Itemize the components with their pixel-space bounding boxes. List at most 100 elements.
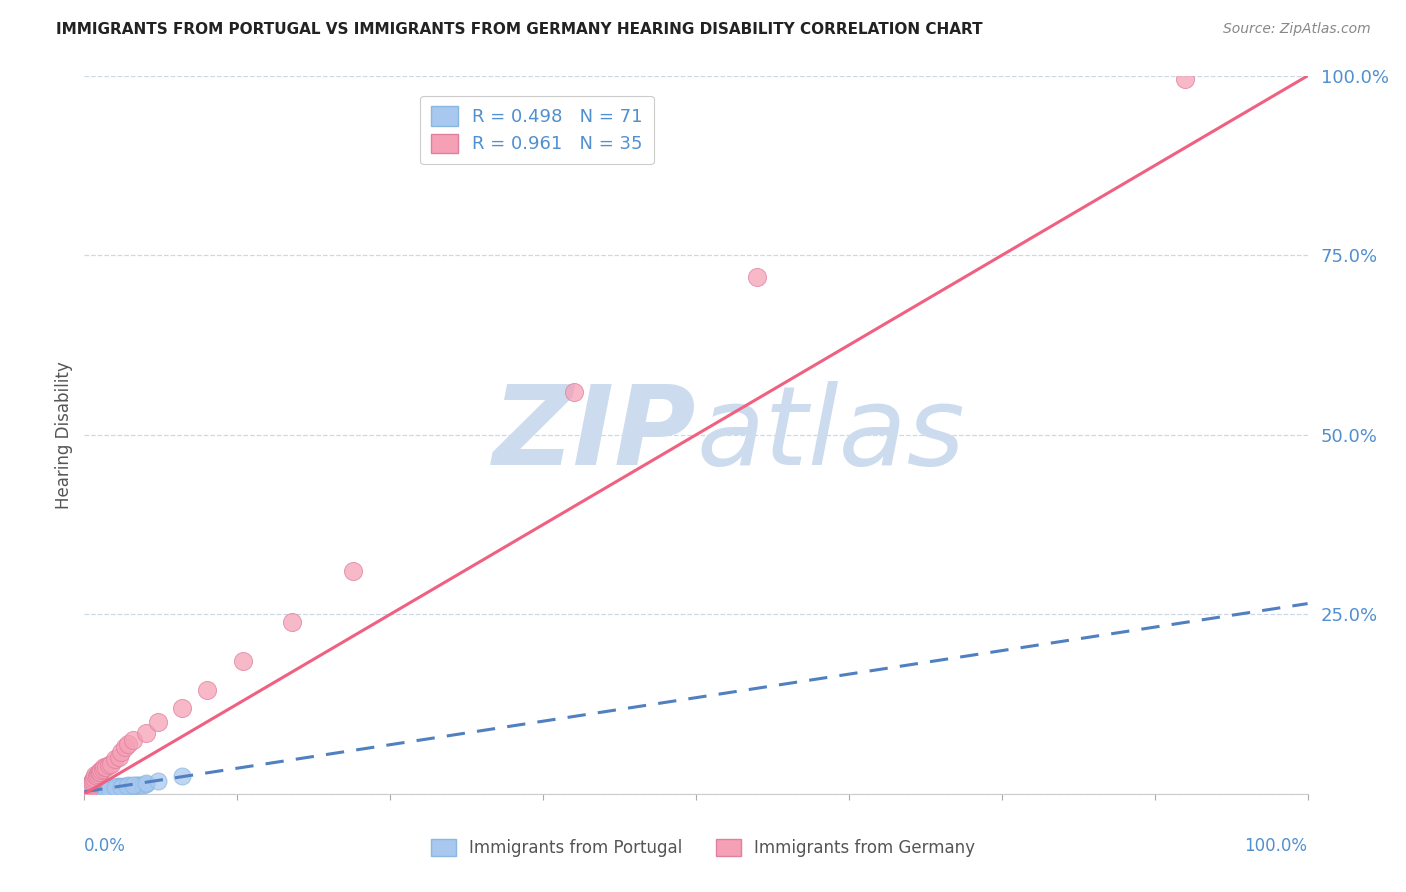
Point bbox=[104, 752, 127, 766]
Point bbox=[77, 786, 100, 800]
Point bbox=[146, 774, 169, 789]
Point bbox=[342, 564, 364, 578]
Point bbox=[112, 779, 135, 793]
Point bbox=[82, 772, 104, 787]
Point bbox=[115, 780, 138, 794]
Point bbox=[93, 760, 115, 774]
Point bbox=[135, 726, 157, 740]
Point bbox=[80, 785, 103, 799]
Point bbox=[89, 765, 111, 780]
Point bbox=[86, 785, 108, 799]
Point bbox=[129, 778, 152, 792]
Point bbox=[75, 786, 97, 800]
Text: ZIP: ZIP bbox=[492, 382, 696, 488]
Point bbox=[96, 781, 118, 796]
Point bbox=[84, 782, 107, 797]
Point bbox=[135, 776, 157, 790]
Point bbox=[104, 780, 127, 795]
Point bbox=[97, 758, 120, 772]
Point bbox=[87, 784, 110, 798]
Point bbox=[105, 780, 128, 794]
Point bbox=[114, 740, 136, 755]
Point bbox=[90, 782, 112, 797]
Point bbox=[87, 766, 110, 780]
Point bbox=[87, 765, 110, 780]
Point bbox=[96, 782, 118, 797]
Point bbox=[82, 784, 104, 798]
Point bbox=[115, 779, 138, 793]
Point bbox=[132, 778, 155, 792]
Point bbox=[75, 786, 97, 800]
Point bbox=[100, 756, 122, 771]
Point bbox=[91, 762, 114, 776]
Point bbox=[120, 779, 142, 793]
Point bbox=[104, 781, 127, 796]
Point bbox=[98, 780, 121, 795]
Point bbox=[125, 778, 148, 792]
Point bbox=[83, 785, 105, 799]
Point bbox=[281, 615, 304, 629]
Point bbox=[76, 786, 98, 800]
Text: atlas: atlas bbox=[696, 382, 965, 488]
Point bbox=[110, 780, 132, 795]
Point bbox=[77, 785, 100, 799]
Point bbox=[122, 779, 145, 793]
Point bbox=[90, 763, 112, 777]
Point bbox=[122, 778, 145, 792]
Point bbox=[135, 777, 157, 791]
Point bbox=[87, 784, 110, 798]
Point bbox=[87, 781, 110, 796]
Text: 0.0%: 0.0% bbox=[84, 837, 127, 855]
Point bbox=[87, 783, 110, 797]
Point bbox=[87, 782, 110, 797]
Point bbox=[110, 780, 132, 795]
Point bbox=[107, 779, 129, 793]
Point bbox=[91, 782, 114, 797]
Point bbox=[77, 785, 100, 799]
Point bbox=[76, 785, 98, 799]
Point bbox=[84, 785, 107, 799]
Point bbox=[80, 775, 103, 789]
Point bbox=[562, 384, 585, 399]
Point bbox=[91, 783, 114, 797]
Point bbox=[77, 785, 100, 799]
Point bbox=[86, 783, 108, 797]
Point bbox=[747, 269, 769, 284]
Point bbox=[80, 783, 103, 797]
Point bbox=[94, 781, 117, 796]
Point bbox=[79, 777, 101, 791]
Point bbox=[89, 783, 111, 797]
Point bbox=[75, 786, 97, 800]
Point bbox=[172, 769, 194, 783]
Point bbox=[76, 785, 98, 799]
Point bbox=[86, 769, 108, 783]
Point bbox=[105, 780, 128, 795]
Point bbox=[77, 781, 100, 796]
Point bbox=[195, 682, 218, 697]
Point bbox=[83, 783, 105, 797]
Point bbox=[82, 785, 104, 799]
Point bbox=[97, 781, 120, 796]
Point bbox=[79, 785, 101, 799]
Point bbox=[110, 745, 132, 759]
Point bbox=[117, 737, 139, 751]
Point bbox=[79, 785, 101, 799]
Point bbox=[96, 759, 118, 773]
Point bbox=[83, 771, 105, 785]
Point bbox=[77, 785, 100, 799]
Point bbox=[122, 733, 145, 747]
Point bbox=[117, 778, 139, 792]
Y-axis label: Hearing Disability: Hearing Disability bbox=[55, 361, 73, 508]
Point bbox=[93, 782, 115, 797]
Point bbox=[101, 780, 124, 795]
Point bbox=[146, 715, 169, 730]
Point bbox=[108, 780, 131, 794]
Point bbox=[76, 783, 98, 797]
Point bbox=[1174, 72, 1197, 87]
Point bbox=[97, 781, 120, 796]
Point bbox=[77, 785, 100, 799]
Point bbox=[100, 781, 122, 796]
Point bbox=[80, 785, 103, 799]
Point bbox=[77, 781, 100, 796]
Point bbox=[103, 780, 125, 794]
